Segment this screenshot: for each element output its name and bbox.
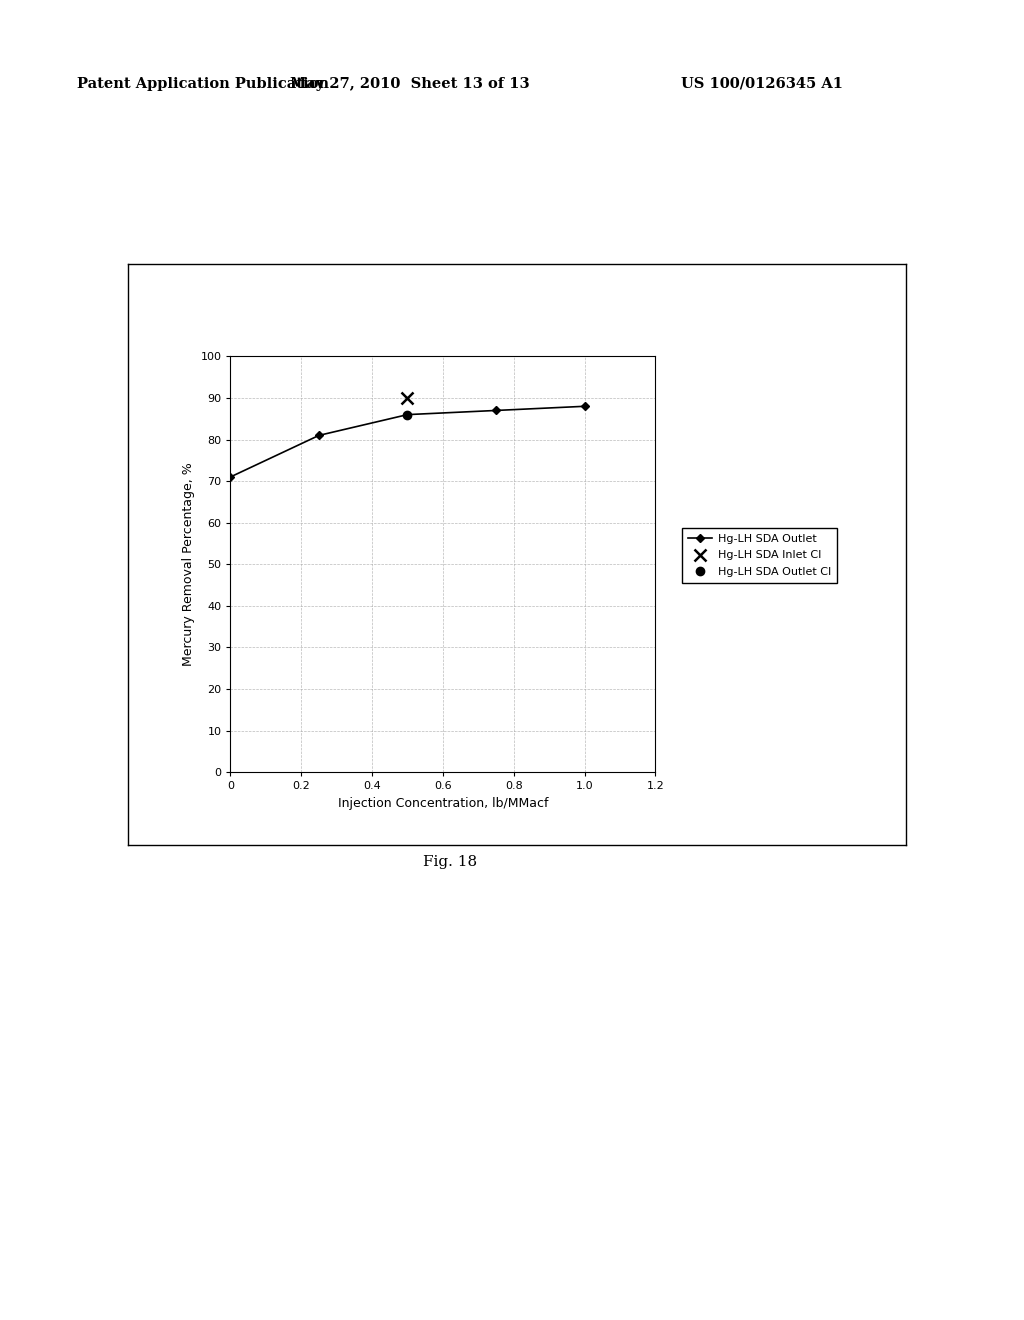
Text: US 100/0126345 A1: US 100/0126345 A1 <box>681 77 843 91</box>
Hg-LH SDA Outlet <box>579 399 591 414</box>
Hg-LH SDA Outlet <box>401 407 414 422</box>
Legend: Hg-LH SDA Outlet, Hg-LH SDA Inlet CI, Hg-LH SDA Outlet CI: Hg-LH SDA Outlet, Hg-LH SDA Inlet CI, Hg… <box>682 528 837 582</box>
Hg-LH SDA Outlet <box>312 428 325 444</box>
Text: May 27, 2010  Sheet 13 of 13: May 27, 2010 Sheet 13 of 13 <box>290 77 529 91</box>
Hg-LH SDA Outlet <box>489 403 502 418</box>
Text: Patent Application Publication: Patent Application Publication <box>77 77 329 91</box>
X-axis label: Injection Concentration, lb/MMacf: Injection Concentration, lb/MMacf <box>338 797 548 809</box>
Text: Fig. 18: Fig. 18 <box>424 855 477 870</box>
Y-axis label: Mercury Removal Percentage, %: Mercury Removal Percentage, % <box>182 462 195 667</box>
Line: Hg-LH SDA Outlet: Hg-LH SDA Outlet <box>227 404 588 479</box>
Hg-LH SDA Outlet <box>224 469 237 484</box>
